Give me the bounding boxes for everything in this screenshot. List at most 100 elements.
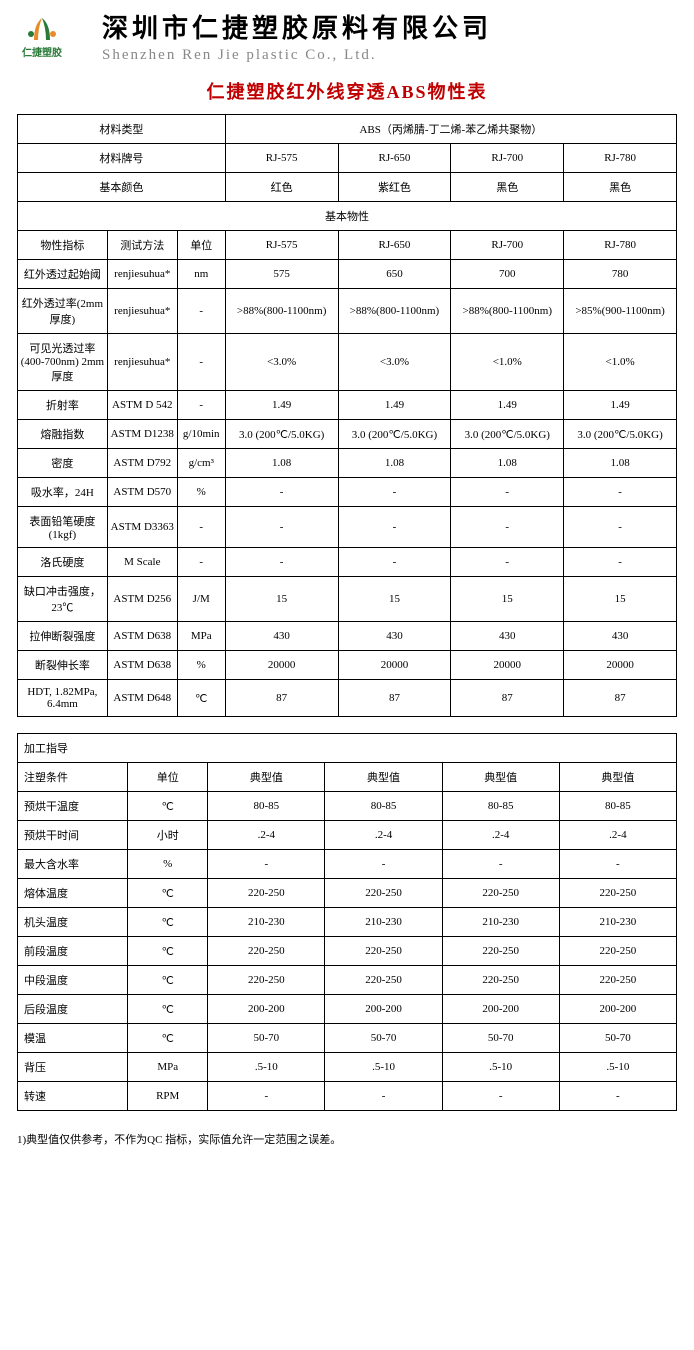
proc-val-0: 200-200 — [208, 995, 325, 1024]
company-name-en: Shenzhen Ren Jie plastic Co., Ltd. — [102, 47, 682, 64]
prop-val-3: 87 — [564, 680, 677, 717]
prop-val-3: 430 — [564, 622, 677, 651]
properties-table: 材料类型ABS（丙烯腈-丁二烯-苯乙烯共聚物）材料牌号RJ-575RJ-650R… — [17, 114, 677, 717]
prop-val-1: 87 — [338, 680, 451, 717]
section-basic-props: 基本物性 — [18, 202, 677, 231]
col-typ-2: 典型值 — [442, 763, 559, 792]
prop-index: 红外透过起始阈 — [18, 260, 108, 289]
prop-val-0: - — [225, 548, 338, 577]
prop-val-2: 1.49 — [451, 391, 564, 420]
proc-val-2: - — [442, 850, 559, 879]
prop-row: 吸水率，24HASTM D570%---- — [18, 478, 677, 507]
prop-unit: % — [177, 651, 225, 680]
prop-unit: - — [177, 289, 225, 334]
proc-val-3: 50-70 — [559, 1024, 676, 1053]
prop-val-1: 650 — [338, 260, 451, 289]
prop-method: ASTM D638 — [107, 651, 177, 680]
proc-row: 最大含水率%---- — [18, 850, 677, 879]
prop-val-3: - — [564, 548, 677, 577]
prop-val-1: 430 — [338, 622, 451, 651]
proc-val-1: - — [325, 1082, 442, 1111]
proc-row: 中段温度℃220-250220-250220-250220-250 — [18, 966, 677, 995]
logo-icon — [12, 14, 72, 42]
prop-unit: - — [177, 548, 225, 577]
company-logo: 仁捷塑胶 — [12, 14, 72, 59]
prop-unit: g/10min — [177, 420, 225, 449]
proc-cond: 预烘干时间 — [18, 821, 128, 850]
col-cond: 注塑条件 — [18, 763, 128, 792]
proc-val-0: .5-10 — [208, 1053, 325, 1082]
proc-val-3: 200-200 — [559, 995, 676, 1024]
prop-val-3: 20000 — [564, 651, 677, 680]
base-color-0: 红色 — [225, 173, 338, 202]
prop-method: renjiesuhua* — [107, 334, 177, 391]
prop-index: 折射率 — [18, 391, 108, 420]
proc-val-2: 80-85 — [442, 792, 559, 821]
proc-unit: % — [128, 850, 208, 879]
proc-row: 前段温度℃220-250220-250220-250220-250 — [18, 937, 677, 966]
prop-row: 红外透过率(2mm 厚度)renjiesuhua*->88%(800-1100n… — [18, 289, 677, 334]
material-type-label: 材料类型 — [18, 115, 226, 144]
prop-method: ASTM D1238 — [107, 420, 177, 449]
prop-unit: % — [177, 478, 225, 507]
prop-unit: MPa — [177, 622, 225, 651]
proc-val-3: .2-4 — [559, 821, 676, 850]
col-method: 测试方法 — [107, 231, 177, 260]
prop-row: HDT, 1.82MPa, 6.4mmASTM D648℃87878787 — [18, 680, 677, 717]
prop-method: ASTM D648 — [107, 680, 177, 717]
proc-cond: 中段温度 — [18, 966, 128, 995]
proc-val-0: 220-250 — [208, 879, 325, 908]
proc-val-3: 210-230 — [559, 908, 676, 937]
proc-unit: RPM — [128, 1082, 208, 1111]
proc-cond: 后段温度 — [18, 995, 128, 1024]
proc-val-0: 220-250 — [208, 937, 325, 966]
proc-val-3: 220-250 — [559, 879, 676, 908]
proc-val-3: - — [559, 1082, 676, 1111]
prop-index: 拉伸断裂强度 — [18, 622, 108, 651]
base-color-3: 黑色 — [564, 173, 677, 202]
company-name-cn: 深圳市仁捷塑胶原料有限公司 — [102, 8, 682, 45]
proc-cond: 熔体温度 — [18, 879, 128, 908]
prop-index: 熔融指数 — [18, 420, 108, 449]
prop-val-3: 15 — [564, 577, 677, 622]
prop-unit: g/cm³ — [177, 449, 225, 478]
proc-cond: 机头温度 — [18, 908, 128, 937]
prop-row: 密度ASTM D792g/cm³1.081.081.081.08 — [18, 449, 677, 478]
proc-val-2: .2-4 — [442, 821, 559, 850]
prop-unit: nm — [177, 260, 225, 289]
prop-val-3: 780 — [564, 260, 677, 289]
proc-unit: ℃ — [128, 908, 208, 937]
proc-val-0: - — [208, 1082, 325, 1111]
proc-val-1: 80-85 — [325, 792, 442, 821]
proc-val-2: .5-10 — [442, 1053, 559, 1082]
prop-val-3: - — [564, 507, 677, 548]
prop-val-0: - — [225, 507, 338, 548]
logo-text: 仁捷塑胶 — [12, 44, 72, 59]
proc-cond: 背压 — [18, 1053, 128, 1082]
prop-val-3: 3.0 (200℃/5.0KG) — [564, 420, 677, 449]
proc-val-2: 220-250 — [442, 937, 559, 966]
prop-val-0: <3.0% — [225, 334, 338, 391]
proc-val-3: 80-85 — [559, 792, 676, 821]
prop-method: ASTM D638 — [107, 622, 177, 651]
col-unit: 单位 — [177, 231, 225, 260]
base-color-label: 基本颜色 — [18, 173, 226, 202]
proc-val-2: - — [442, 1082, 559, 1111]
prop-val-2: - — [451, 548, 564, 577]
prop-method: ASTM D570 — [107, 478, 177, 507]
proc-val-0: 80-85 — [208, 792, 325, 821]
proc-unit: ℃ — [128, 937, 208, 966]
proc-row: 后段温度℃200-200200-200200-200200-200 — [18, 995, 677, 1024]
prop-val-2: 430 — [451, 622, 564, 651]
col-grade-2: RJ-700 — [451, 231, 564, 260]
proc-val-0: 50-70 — [208, 1024, 325, 1053]
prop-val-2: >88%(800-1100nm) — [451, 289, 564, 334]
prop-index: 洛氏硬度 — [18, 548, 108, 577]
proc-unit: 小时 — [128, 821, 208, 850]
processing-table: 加工指导 注塑条件单位典型值典型值典型值典型值 预烘干温度℃80-8580-85… — [17, 733, 677, 1111]
col-typ-1: 典型值 — [325, 763, 442, 792]
prop-row: 拉伸断裂强度ASTM D638MPa430430430430 — [18, 622, 677, 651]
prop-row: 缺口冲击强度，23℃ASTM D256J/M15151515 — [18, 577, 677, 622]
proc-val-1: 220-250 — [325, 937, 442, 966]
prop-val-3: <1.0% — [564, 334, 677, 391]
